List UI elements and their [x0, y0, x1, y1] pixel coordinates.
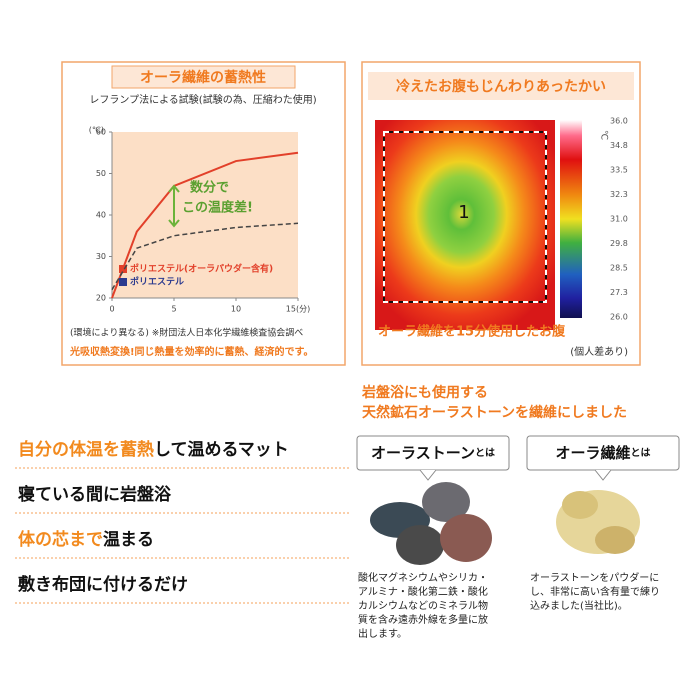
description: オーラストーンをパウダーに [530, 571, 659, 584]
y-tick-label: 40 [96, 211, 106, 220]
description: 出します。 [358, 627, 407, 640]
tagline: 光吸収熱変換!同じ熱量を効率的に蓄熱、経済的です。 [69, 345, 314, 358]
label-text: オーラ繊維 [555, 444, 630, 462]
annotation: 数分で [190, 180, 229, 196]
feature-black: 寝ている間に岩盤浴 [18, 484, 172, 505]
feature-list: 自分の体温を蓄熱して温めるマット寝ている間に岩盤浴体の芯まで温まる敷き布団に付け… [15, 439, 350, 604]
heading: 岩盤浴にも使用する [361, 384, 488, 401]
description: 質を含み遠赤外線を多量に放 [358, 613, 488, 626]
description: 酸化マグネシウムやシリカ・ [358, 571, 488, 584]
area-frame [383, 131, 547, 303]
area-frame [383, 131, 547, 303]
label-text: オーラストーン [371, 444, 475, 462]
feature: 寝ている間に岩盤浴 [18, 484, 172, 505]
y-axis-label: (℃) [89, 126, 104, 135]
scale-label: 26.0 [610, 313, 628, 322]
stone-image [370, 482, 492, 565]
title-box [111, 65, 296, 89]
feature-black: 敷き布団に付けるだけ [18, 574, 188, 595]
scale-labels: 36.0 34.8 33.5 32.3 31.0 29.8 28.5 27.3 26.0 [610, 117, 628, 322]
series-line [111, 222, 299, 291]
scale-label: 29.8 [610, 239, 628, 248]
title-box [368, 72, 634, 100]
caption: オーラ繊維を15分使用したお腹 [378, 324, 566, 340]
descriptions: 酸化マグネシウムやシリカ・アルミナ・酸化第二鉄・酸化カルシウムなどのミネラル物質… [358, 571, 660, 640]
x-tick-label: 0 [109, 305, 114, 314]
area-marker: 1 [458, 202, 469, 223]
fiber-image [556, 490, 640, 554]
scale-label: 36.0 [610, 117, 628, 126]
scale-label: 28.5 [610, 264, 628, 273]
legend-swatch [119, 278, 127, 286]
scale-label: 33.5 [610, 166, 628, 175]
description: し、非常に高い含有量で練り [530, 585, 660, 598]
scale-label: 32.3 [610, 190, 628, 199]
description: アルミナ・酸化第二鉄・酸化 [358, 585, 488, 598]
description: 込みました(当社比)。 [530, 599, 628, 612]
heading: 天然鉱石オーラストーンを繊維にしました [362, 404, 627, 421]
scale-unit: ℃ [599, 130, 609, 140]
label-pointer [594, 469, 612, 481]
legend-swatch [119, 265, 127, 273]
legend-label: ポリエステル [130, 276, 184, 288]
feature-black: して温めるマット [154, 440, 289, 460]
label: オーラ繊維とは [555, 444, 650, 462]
panel-title: 冷えたお腹もじんわりあったかい [396, 78, 606, 95]
caption-note: (個人差あり) [570, 345, 628, 358]
arrow [168, 184, 180, 228]
panel-title: オーラ繊維の蓄熱性 [140, 69, 266, 86]
thermal-image [375, 120, 555, 330]
label: オーラストーンとは [371, 444, 495, 462]
scale-label: 27.3 [610, 288, 628, 297]
y-tick-label: 50 [96, 169, 106, 178]
label-suffix: とは [631, 447, 651, 459]
y-tick-label: 20 [96, 294, 106, 303]
x-tick-label: 15(分) [286, 305, 310, 314]
x-tick-label: 5 [171, 305, 176, 314]
label-pointer [419, 469, 437, 481]
annotation: この温度差! [182, 200, 253, 216]
chart: 20 30 40 50 60(℃) 0 5 10 15(分) ポリエステル(オーラパウダー含有)ポ… [89, 126, 310, 314]
note: (環境により異なる) ※財団法人日本化学繊維検査協会調べ [70, 327, 303, 339]
feature: 敷き布団に付けるだけ [18, 574, 188, 595]
legend-label: ポリエステル(オーラパウダー含有) [130, 263, 273, 275]
label-suffix: とは [475, 447, 495, 459]
color-scale [560, 120, 582, 318]
feature-black: 温まる [103, 530, 154, 550]
scale-label: 34.8 [610, 141, 628, 150]
scale-label: 31.0 [610, 215, 628, 224]
feature: 自分の体温を蓄熱して温めるマット [18, 439, 289, 460]
panel-subtitle: レフランプ法による試験(試験の為、圧縮わた使用) [89, 93, 316, 106]
y-tick-label: 30 [96, 252, 106, 261]
x-tick-label: 10 [231, 305, 241, 314]
feature-orange: 体の芯まで [18, 529, 103, 550]
description: カルシウムなどのミネラル物 [358, 599, 488, 612]
feature: 体の芯まで温まる [18, 529, 154, 550]
feature-orange: 自分の体温を蓄熱 [18, 439, 154, 460]
y-tick-label: 60 [96, 128, 106, 137]
plot-area [112, 132, 298, 298]
